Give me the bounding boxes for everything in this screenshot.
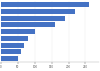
Bar — [1, 22, 55, 27]
Bar — [1, 16, 65, 21]
Bar — [1, 49, 21, 54]
Bar — [1, 2, 89, 7]
Bar — [1, 56, 18, 61]
Bar — [1, 9, 75, 14]
Bar — [1, 43, 24, 48]
Bar — [1, 36, 28, 41]
Bar — [1, 29, 35, 34]
